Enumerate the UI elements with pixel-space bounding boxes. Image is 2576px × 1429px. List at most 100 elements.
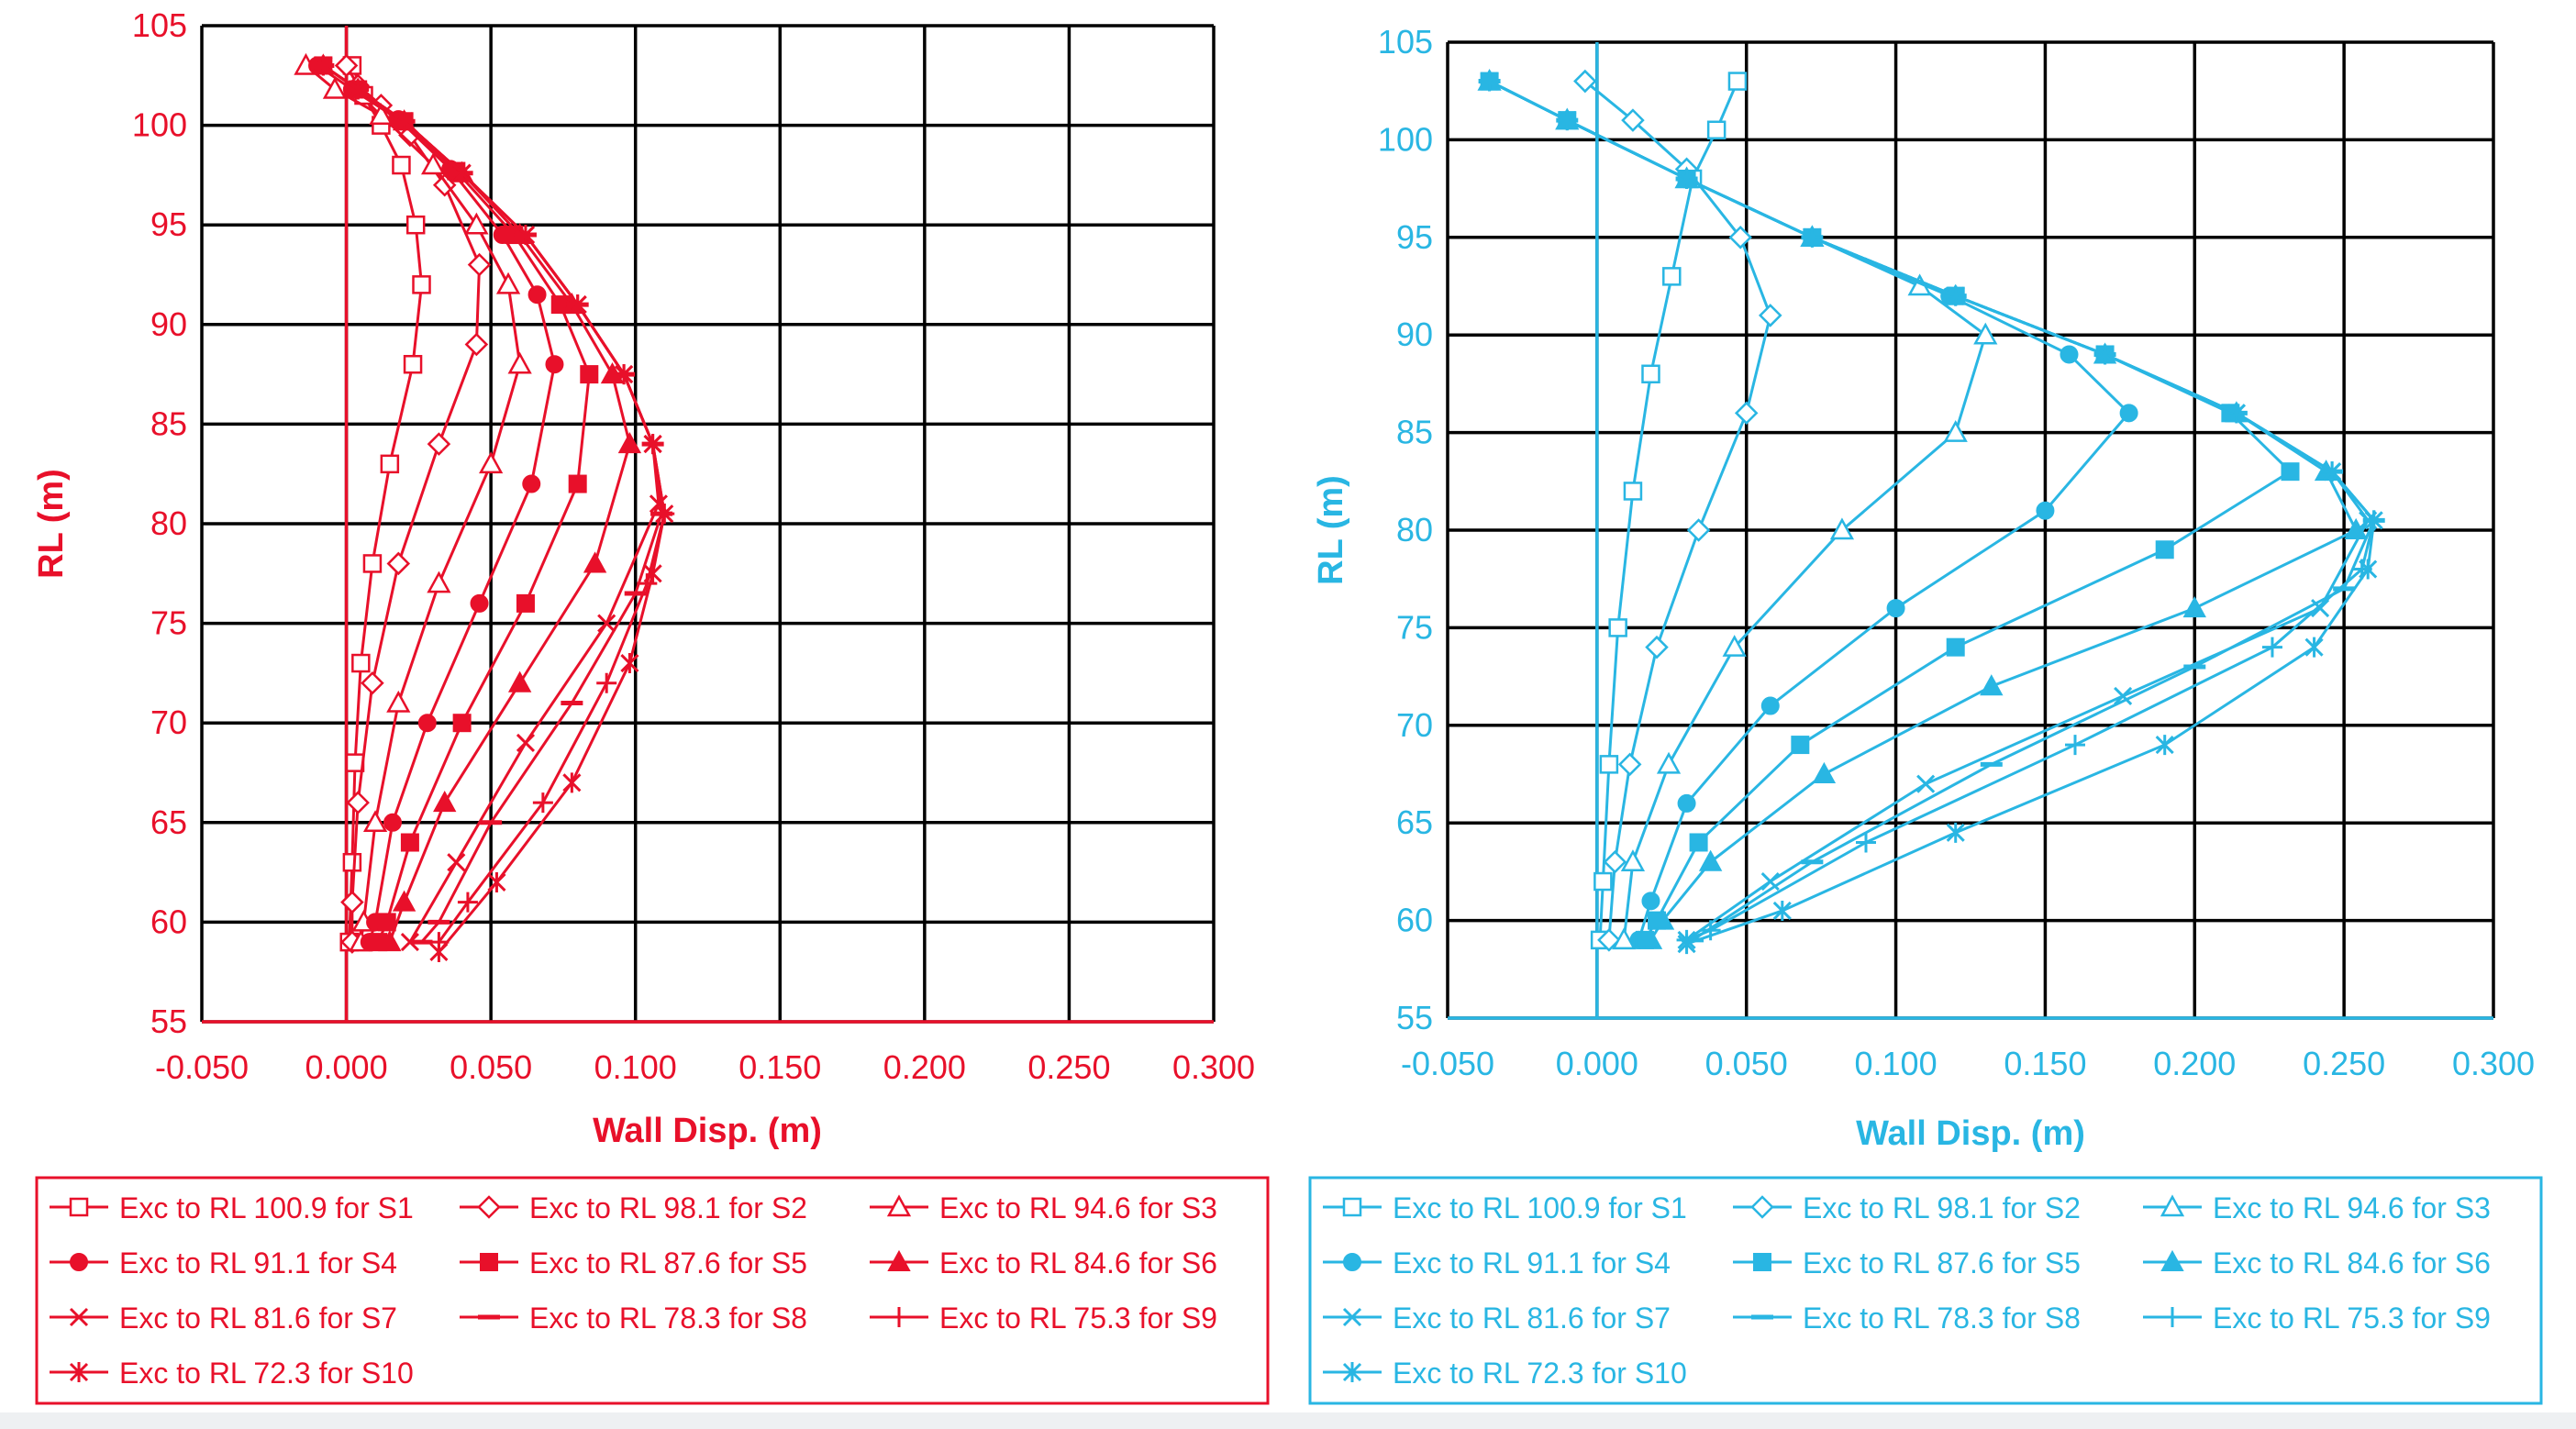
right-data-point [1677, 793, 1696, 813]
right-data-point [1856, 832, 1876, 853]
left-data-point [527, 285, 547, 305]
right-legend-label: Exc to RL 94.6 for S3 [2213, 1191, 2491, 1224]
left-legend-marker [70, 1253, 88, 1271]
right-legend-label: Exc to RL 100.9 for S1 [1393, 1191, 1687, 1224]
right-data-point [2036, 501, 2055, 520]
left-series-line [322, 64, 666, 953]
right-legend-label: Exc to RL 84.6 for S6 [2213, 1246, 2491, 1279]
right-legend-marker [1753, 1253, 1771, 1271]
left-data-point [507, 351, 532, 374]
left-legend-marker [887, 1249, 911, 1271]
left-series-10 [314, 55, 674, 962]
left-legend-label: Exc to RL 84.6 for S6 [939, 1246, 1217, 1279]
left-legend-label: Exc to RL 72.3 for S10 [119, 1357, 414, 1390]
right-series-5 [1480, 72, 2300, 949]
right-legend-label: Exc to RL 78.3 for S8 [1803, 1302, 2081, 1335]
left-data-point [487, 871, 506, 892]
left-data-point [421, 152, 446, 175]
left-y-axis-label: RL (m) [32, 469, 71, 579]
left-data-point [562, 772, 582, 793]
right-y-tick-label: 80 [1396, 511, 1433, 548]
right-legend-marker [1342, 1197, 1362, 1217]
right-data-point [1650, 908, 1675, 930]
right-data-point [1689, 833, 1708, 852]
left-data-point [597, 614, 616, 633]
right-series-line [1488, 80, 1988, 941]
left-legend-marker [69, 1197, 89, 1217]
right-x-tick-label: 0.100 [1855, 1045, 1938, 1082]
right-data-point [1686, 518, 1711, 542]
right-legend-label: Exc to RL 72.3 for S10 [1393, 1357, 1687, 1390]
left-data-point [580, 365, 599, 384]
left-data-point [386, 551, 411, 576]
right-data-point [1772, 900, 1792, 921]
left-legend-item: Exc to RL 100.9 for S1 [50, 1191, 414, 1224]
left-data-point [417, 714, 437, 733]
left-data-point [334, 53, 359, 78]
left-data-point [568, 474, 587, 493]
right-data-point [2281, 462, 2300, 482]
right-x-tick-label: 0.300 [2452, 1045, 2535, 1082]
left-data-point [507, 670, 532, 692]
right-data-point [1597, 928, 1621, 952]
left-legend-label: Exc to RL 75.3 for S9 [939, 1302, 1217, 1335]
left-y-tick-label: 65 [150, 803, 187, 841]
right-x-tick-label: 0.150 [2004, 1045, 2086, 1082]
right-y-axis-label: RL (m) [1312, 475, 1350, 585]
right-legend-item: Exc to RL 98.1 for S2 [1733, 1191, 2081, 1224]
left-legend-label: Exc to RL 87.6 for S5 [529, 1246, 807, 1279]
right-data-point [1760, 696, 1780, 715]
right-y-tick-label: 100 [1378, 120, 1433, 158]
left-data-point [400, 933, 419, 952]
left-data-point [522, 474, 541, 493]
left-data-point [464, 212, 489, 235]
right-data-point [1946, 822, 1965, 843]
left-data-point [412, 275, 431, 294]
left-x-tick-label: 0.200 [883, 1048, 966, 1086]
right-x-tick-label: 0.050 [1705, 1045, 1788, 1082]
left-x-tick-label: 0.100 [594, 1048, 677, 1086]
left-legend-marker [69, 1307, 89, 1327]
right-legend-marker [1342, 1362, 1362, 1382]
left-data-point [361, 670, 384, 695]
left-series-6 [311, 53, 642, 952]
right-legend: Exc to RL 100.9 for S1 Exc to RL 98.1 for… [1308, 1176, 2543, 1405]
left-data-point [342, 852, 362, 872]
left-legend-item: Exc to RL 72.3 for S10 [50, 1357, 414, 1390]
left-data-point [568, 294, 587, 316]
left-series-1 [339, 56, 431, 952]
left-data-point [596, 672, 617, 693]
right-data-point [1677, 168, 1696, 189]
right-data-point [1621, 108, 1645, 132]
right-legend-marker [1342, 1307, 1362, 1327]
left-legend-marker [886, 1194, 912, 1217]
right-data-point [1480, 71, 1499, 92]
right-legend-item: Exc to RL 81.6 for S7 [1323, 1302, 1671, 1335]
right-y-tick-label: 90 [1396, 316, 1433, 353]
right-data-point [1734, 401, 1759, 426]
right-data-point [1599, 755, 1619, 774]
left-y-tick-label: 85 [150, 404, 187, 442]
right-data-point [1728, 226, 1752, 249]
right-data-point [1829, 517, 1855, 540]
right-data-point [1617, 752, 1642, 777]
left-legend-item: Exc to RL 81.6 for S7 [50, 1302, 397, 1335]
left-y-tick-label: 55 [150, 1003, 187, 1040]
left-data-point [378, 930, 402, 952]
left-data-point [447, 853, 466, 872]
right-data-point [2155, 540, 2174, 559]
right-legend-item: Exc to RL 94.6 for S3 [2143, 1191, 2491, 1224]
left-data-point [377, 913, 396, 932]
left-data-point [369, 103, 394, 125]
left-data-point [583, 551, 607, 573]
right-series-line [1488, 80, 2293, 941]
left-data-point [643, 434, 662, 455]
left-legend-marker [477, 1195, 501, 1219]
right-data-point [1886, 599, 1905, 618]
left-legend-item: Exc to RL 94.6 for S3 [870, 1191, 1217, 1224]
right-data-point [1791, 736, 1810, 755]
left-data-point [386, 690, 411, 713]
right-data-point [2095, 344, 2115, 365]
left-data-point [617, 432, 642, 454]
right-data-point [1803, 227, 1822, 248]
